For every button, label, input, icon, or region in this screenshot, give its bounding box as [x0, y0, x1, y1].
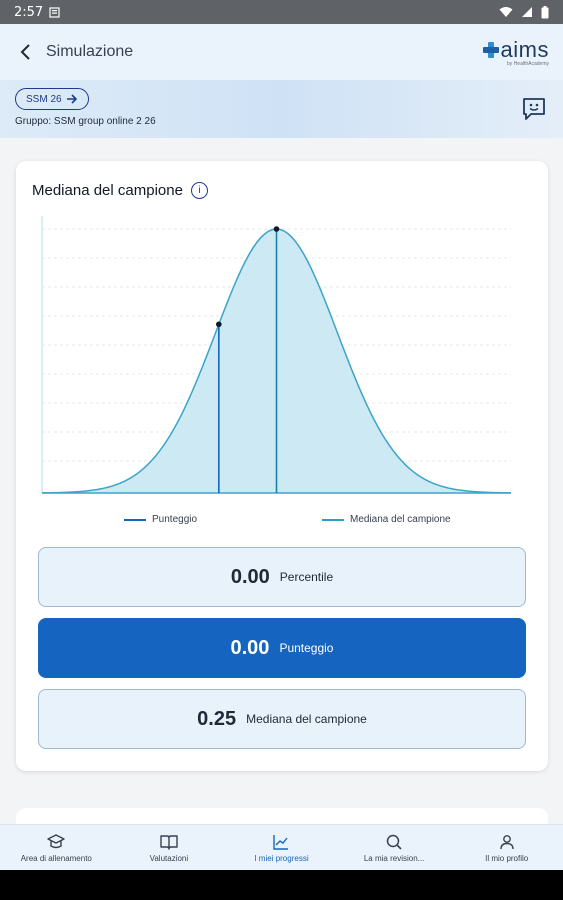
- logo-subtitle: by HealthAcademy: [507, 61, 549, 67]
- median-label: Mediana del campione: [246, 712, 367, 726]
- nav-progressi[interactable]: I miei progressi: [225, 825, 338, 870]
- search-icon: [386, 834, 402, 850]
- distribution-chart: [41, 216, 512, 494]
- card-title-text: Mediana del campione: [32, 182, 183, 199]
- nav-valutazioni[interactable]: Valutazioni: [113, 825, 226, 870]
- score-value: 0.00: [230, 636, 270, 659]
- chat-smile-icon: [523, 98, 545, 120]
- info-icon[interactable]: i: [190, 182, 208, 199]
- nav-label-valutazioni: Valutazioni: [149, 853, 189, 863]
- chart-icon: [273, 834, 289, 850]
- group-text: Gruppo: SSM group online 2 26: [15, 116, 156, 127]
- marker-dot-punteggio: [216, 321, 222, 328]
- system-nav-bar: [0, 870, 563, 900]
- median-value: 0.25: [197, 707, 237, 730]
- app-bar: Simulazione aims by HealthAcademy: [0, 24, 563, 80]
- back-button[interactable]: [14, 41, 36, 63]
- nav-label-area: Area di allenamento: [20, 853, 92, 863]
- signal-icon: [522, 7, 532, 17]
- median-box: 0.25 Mediana del campione: [38, 689, 526, 749]
- logo-text: aims: [500, 37, 549, 62]
- logo-cross-icon: [482, 42, 499, 58]
- score-box: 0.00 Punteggio: [38, 618, 526, 678]
- percentile-label: Percentile: [279, 570, 334, 584]
- context-bar: SSM 26 Gruppo: SSM group online 2 26: [0, 80, 563, 138]
- legend-swatch-punteggio: [124, 518, 146, 521]
- nav-label-revisione: La mia revision...: [363, 853, 425, 863]
- legend-label-punteggio: Punteggio: [152, 514, 198, 525]
- notification-icon: [49, 6, 60, 18]
- person-icon: [499, 834, 514, 849]
- legend-item-punteggio: Punteggio: [124, 514, 197, 525]
- legend-item-mediana: Mediana del campione: [322, 514, 451, 525]
- card-title: Mediana del campione i: [32, 182, 208, 199]
- legend-label-mediana: Mediana del campione: [350, 514, 451, 525]
- book-icon: [160, 834, 178, 850]
- status-time: 2:57: [14, 4, 44, 20]
- ssm-chip-label: SSM 26: [26, 93, 62, 105]
- battery-icon: [541, 5, 549, 18]
- nav-area-allenamento[interactable]: Area di allenamento: [0, 825, 113, 870]
- score-label: Punteggio: [279, 641, 334, 655]
- legend-swatch-mediana: [322, 518, 344, 521]
- page-title: Simulazione: [46, 43, 134, 60]
- aims-logo: aims by HealthAcademy: [482, 37, 549, 67]
- ssm-chip[interactable]: SSM 26: [15, 88, 89, 110]
- chevron-left-icon: [20, 44, 30, 60]
- status-bar: 2:57: [0, 0, 563, 24]
- nav-profilo[interactable]: Il mio profilo: [450, 825, 563, 870]
- percentile-box: 0.00 Percentile: [38, 547, 526, 607]
- percentile-value: 0.00: [230, 565, 270, 588]
- arrow-right-icon: [66, 94, 77, 104]
- nav-label-progressi: I miei progressi: [254, 853, 309, 863]
- wifi-icon: [499, 7, 513, 17]
- median-card: Mediana del campione i Punteggio Mediana…: [16, 161, 548, 771]
- chat-button[interactable]: [521, 96, 547, 122]
- nav-revisione[interactable]: La mia revision...: [338, 825, 451, 870]
- marker-dot-mediana: [273, 226, 280, 232]
- graduation-cap-icon: [47, 833, 65, 848]
- bottom-nav: Area di allenamento Valutazioni I miei p…: [0, 824, 563, 870]
- chart-markers: [216, 226, 280, 493]
- nav-label-profilo: Il mio profilo: [485, 853, 529, 863]
